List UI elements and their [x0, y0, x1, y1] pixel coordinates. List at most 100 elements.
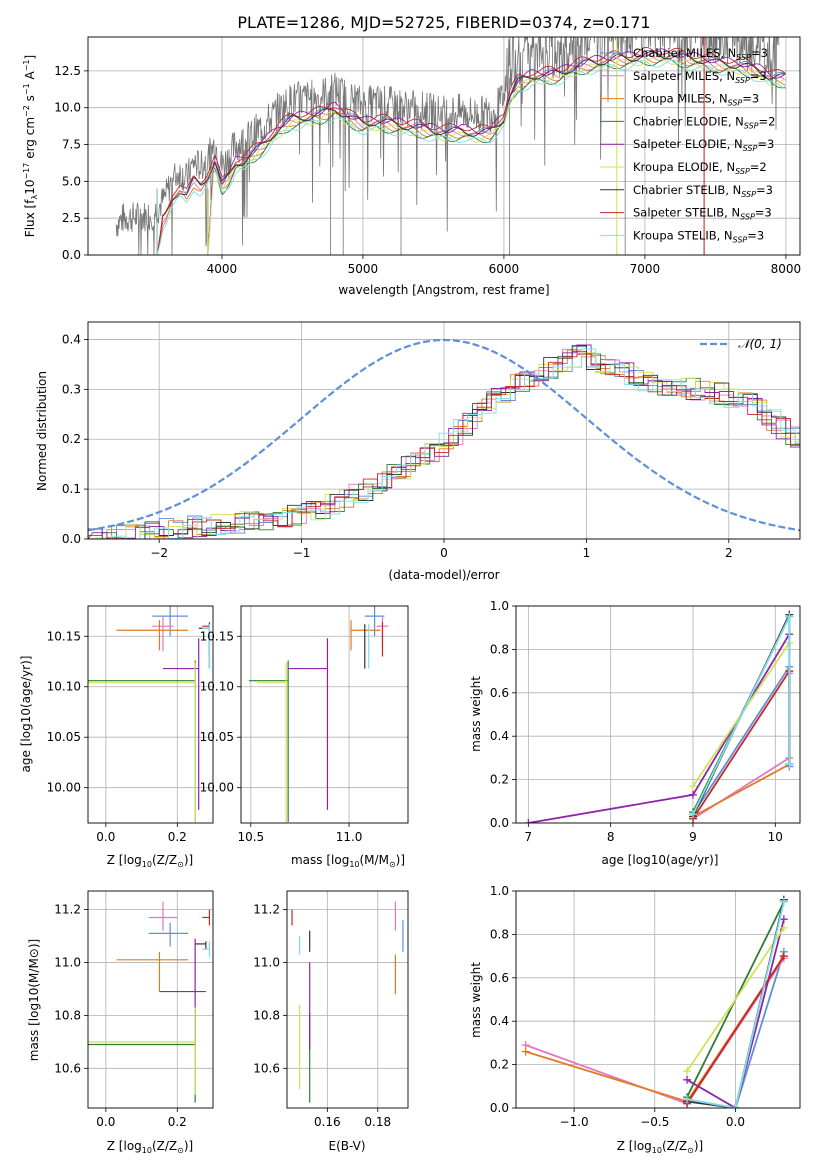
y-axis-label: mass weight: [469, 676, 483, 752]
y-axis-label: Normed distribution: [35, 371, 49, 491]
y-tick-label: 10.10: [47, 680, 81, 694]
residuals-frame: [87, 321, 801, 540]
histogram-kroupa_stelib: [88, 348, 800, 539]
y-tick-label: 10.15: [200, 629, 234, 643]
y-tick-label: 0.8: [490, 927, 509, 941]
y-tick-label: 1.0: [490, 599, 509, 613]
x-tick-label: 6000: [489, 262, 520, 276]
weight-line-kroupa_stelib: [692, 616, 791, 815]
y-tick-label: 0.3: [62, 382, 81, 396]
weight-vs-z-axes: −1.0 −0.5 0.0 0.0 0.2 0.4 0.6 0.8 1.0: [490, 884, 800, 1129]
x-tick-label: 0.0: [726, 1115, 745, 1129]
figure-title: PLATE=1286, MJD=52725, FIBERID=0374, z=0…: [237, 13, 650, 32]
x-tick-label: 0.0: [96, 1115, 115, 1129]
y-tick-label: 10.15: [47, 629, 81, 643]
y-tick-label: 10.10: [200, 680, 234, 694]
x-tick-label: −2: [150, 546, 168, 560]
y-tick-label: 0.0: [62, 532, 81, 546]
age-vs-mass-axes: 10.5 11.0 10.00 10.05 10.10 10.15: [200, 606, 408, 844]
x-tick-label: 4000: [207, 262, 238, 276]
mass-vs-ebv-plot-area: [291, 901, 404, 1103]
x-axis-label: (data-model)/error: [388, 568, 499, 582]
y-axis-label: mass [log10(M/M⊙)]: [27, 939, 41, 1061]
spectrum-axes: 4000 5000 6000 7000 8000 0.0 2.5 5.0 7.5 10.0 12.5: [54, 37, 801, 276]
y-tick-label: 10.00: [47, 781, 81, 795]
y-tick-label: 0.0: [490, 1101, 509, 1115]
age-vs-z-frame: [87, 605, 214, 824]
legend-entry: 𝒩(0, 1): [738, 337, 782, 351]
y-tick-label: 11.0: [54, 955, 81, 969]
age-vs-z-axes: 0.0 0.2 10.00 10.05 10.10 10.15: [47, 606, 213, 844]
model-line-salpeter_elodie: [207, 48, 786, 255]
y-tick-label: 10.6: [253, 1061, 280, 1075]
y-tick-label: 10.8: [54, 1008, 81, 1022]
y-tick-label: 11.2: [54, 903, 81, 917]
x-tick-label: 9: [689, 830, 697, 844]
legend-entry: Salpeter STELIB, NSSP=3: [633, 206, 772, 222]
y-tick-label: 10.05: [47, 730, 81, 744]
age-vs-mass-frame: [240, 605, 409, 824]
y-axis-label: mass weight: [469, 962, 483, 1038]
mass-vs-z-plot-area: [88, 901, 211, 1103]
y-axis-label: Flux [fλ10−17 erg cm−2 s−1 A−1]: [22, 55, 39, 237]
y-tick-label: 10.05: [200, 730, 234, 744]
legend-entry: Kroupa STELIB, NSSP=3: [633, 228, 764, 244]
weight-line-chabrier_miles: [692, 663, 791, 815]
y-tick-label: 0.4: [62, 332, 81, 346]
x-tick-label: 8000: [771, 262, 802, 276]
histogram-salpeter_elodie: [88, 344, 800, 539]
x-tick-label: 7: [525, 830, 533, 844]
weight-vs-z-frame: [515, 890, 801, 1109]
age-vs-z-plot-area: [88, 606, 211, 823]
x-axis-label: Z [log10(Z/Z⊙)]: [107, 853, 193, 869]
x-axis-label: Z [log10(Z/Z⊙)]: [107, 1139, 193, 1155]
y-tick-label: 7.5: [62, 138, 81, 152]
weight-line-kroupa_elodie: [686, 927, 785, 1072]
weight-vs-age-plot-area: [524, 610, 794, 823]
x-axis-label: age [log10(age/yr)]: [602, 853, 719, 867]
x-tick-label: 10: [768, 830, 783, 844]
x-tick-label: 11.0: [336, 830, 363, 844]
histogram-kroupa_elodie: [88, 352, 800, 539]
model-line-kroupa_elodie: [207, 56, 786, 255]
mass-vs-z-frame: [87, 890, 214, 1109]
x-tick-label: 0.0: [96, 830, 115, 844]
x-tick-label: 0.2: [168, 830, 187, 844]
mass-vs-z-axes: 0.0 0.2 10.6 10.8 11.0 11.2: [54, 891, 213, 1129]
model-line-chabrier_stelib: [156, 51, 786, 255]
x-tick-label: 5000: [348, 262, 379, 276]
mass-vs-ebv-frame: [286, 890, 409, 1109]
x-tick-label: 1: [583, 546, 591, 560]
weight-line-kroupa_stelib: [686, 901, 785, 1108]
y-tick-label: 0.6: [490, 686, 509, 700]
y-tick-label: 11.0: [253, 955, 280, 969]
y-tick-label: 0.2: [490, 1058, 509, 1072]
x-tick-label: −1: [293, 546, 311, 560]
y-tick-label: 0.1: [62, 482, 81, 496]
histogram-chabrier_stelib: [88, 345, 800, 539]
y-tick-label: 0.2: [490, 773, 509, 787]
x-tick-label: −1.0: [560, 1115, 589, 1129]
y-tick-label: 10.6: [54, 1061, 81, 1075]
weight-line-salpeter_stelib: [692, 668, 791, 820]
y-tick-label: 12.5: [54, 64, 81, 78]
y-tick-label: 0.4: [490, 1014, 509, 1028]
x-tick-label: 2: [725, 546, 733, 560]
chart-root: 4000 5000 6000 7000 80000.02.55.07.510.012.5…: [19, 36, 801, 1155]
x-axis-label: Z [log10(Z/Z⊙)]: [617, 1139, 703, 1155]
model-line-salpeter_miles: [156, 52, 786, 255]
x-tick-label: 0.2: [168, 1115, 187, 1129]
model-line-salpeter_stelib: [156, 46, 786, 255]
y-tick-label: 0.0: [490, 816, 509, 830]
x-tick-label: 8: [607, 830, 615, 844]
weight-line-salpeter_elodie: [528, 633, 791, 823]
x-axis-label: E(B-V): [328, 1139, 365, 1153]
x-axis-label: mass [log10(M/M⊙)]: [291, 853, 405, 869]
x-tick-label: 10.5: [237, 830, 264, 844]
y-tick-label: 0.6: [490, 971, 509, 985]
y-tick-label: 10.8: [253, 1008, 280, 1022]
weight-vs-age-frame: [515, 605, 801, 824]
spectrum-legend: Chabrier MILES, NSSP=3 Salpeter MILES, NS…: [600, 46, 775, 244]
y-tick-label: 5.0: [62, 174, 81, 188]
